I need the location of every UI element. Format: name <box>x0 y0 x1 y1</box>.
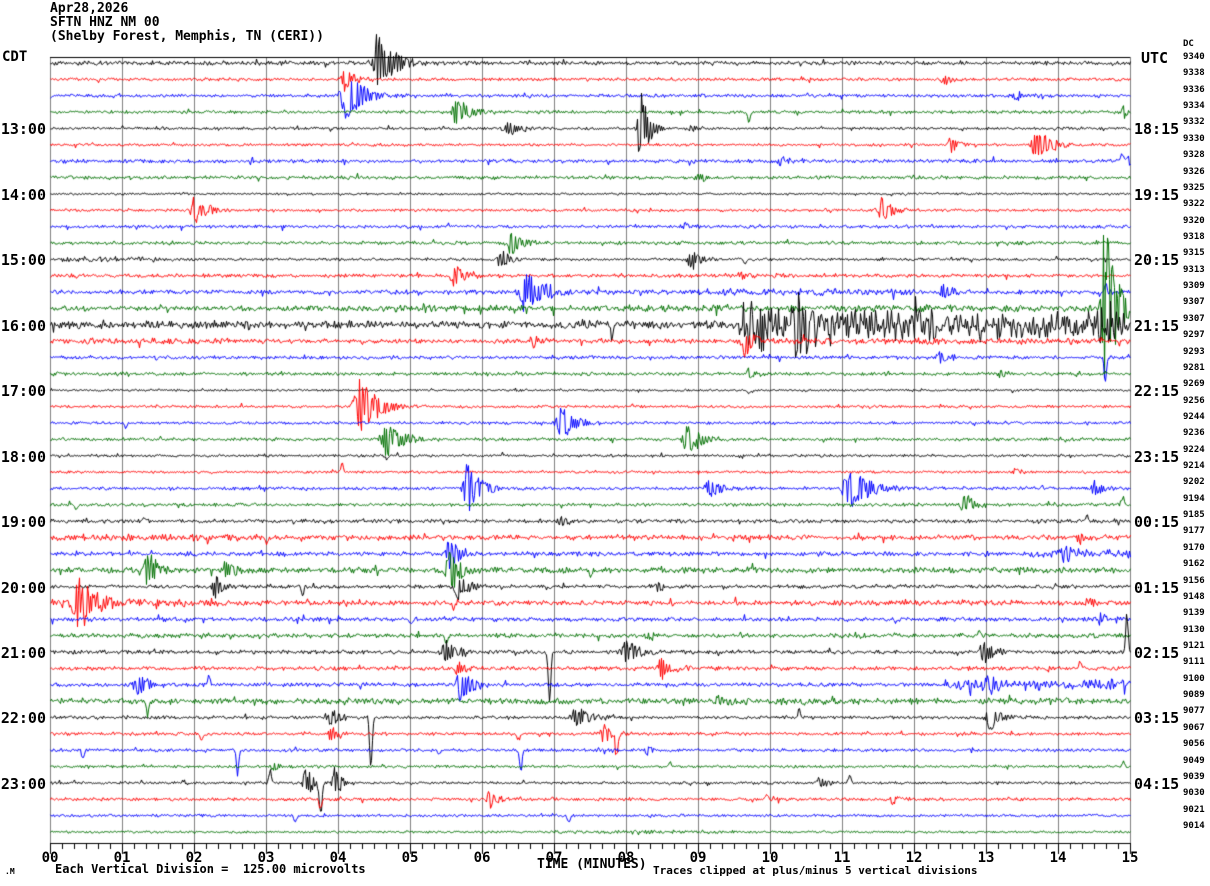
x-axis-tick-label: 02 <box>185 850 203 866</box>
dc-offset-value: 9148 <box>1183 591 1205 602</box>
x-axis-tick-label: 01 <box>113 850 131 866</box>
dc-offset-value: 9269 <box>1183 379 1205 390</box>
cdt-hour-label: 23:00 <box>0 774 46 793</box>
cdt-hour-label: 16:00 <box>0 316 46 335</box>
dc-offset-value: 9056 <box>1183 739 1205 750</box>
left-timezone-label: CDT <box>2 49 28 65</box>
dc-offset-value: 9214 <box>1183 461 1205 472</box>
x-axis-tick-label: 08 <box>617 850 635 866</box>
utc-hour-label: 03:15 <box>1134 709 1180 728</box>
dc-offset-value: 9338 <box>1183 68 1205 79</box>
x-axis-tick-label: 06 <box>473 850 491 866</box>
x-axis-tick-label: 12 <box>905 850 923 866</box>
dc-offset-value: 9281 <box>1183 362 1205 373</box>
dc-offset-value: 9077 <box>1183 706 1205 717</box>
dc-offset-value: 9325 <box>1183 182 1205 193</box>
x-axis-tick-label: 13 <box>977 850 995 866</box>
dc-offset-value: 9297 <box>1183 330 1205 341</box>
dc-offset-value: 9162 <box>1183 559 1205 570</box>
footer-mark: .M <box>5 867 15 876</box>
dc-offset-value: 9307 <box>1183 297 1205 308</box>
utc-hour-label: 19:15 <box>1134 185 1180 204</box>
utc-hour-label: 20:15 <box>1134 251 1180 270</box>
dc-offset-value: 9202 <box>1183 477 1205 488</box>
dc-offset-value: 9224 <box>1183 444 1205 455</box>
utc-hour-label: 01:15 <box>1134 578 1180 597</box>
dc-offset-value: 9293 <box>1183 346 1205 357</box>
x-axis-tick-label: 14 <box>1049 850 1067 866</box>
utc-hour-label: 18:15 <box>1134 120 1180 139</box>
x-axis-tick-label: 04 <box>329 850 347 866</box>
dc-offset-value: 9322 <box>1183 199 1205 210</box>
cdt-hour-label: 15:00 <box>0 251 46 270</box>
dc-offset-value: 9315 <box>1183 248 1205 259</box>
dc-offset-value: 9309 <box>1183 281 1205 292</box>
dc-offset-value: 9039 <box>1183 771 1205 782</box>
utc-hour-label: 22:15 <box>1134 382 1180 401</box>
x-axis-tick-label: 03 <box>257 850 275 866</box>
dc-offset-value: 9326 <box>1183 166 1205 177</box>
dc-offset-value: 9307 <box>1183 313 1205 324</box>
dc-offset-value: 9139 <box>1183 608 1205 619</box>
cdt-hour-label: 17:00 <box>0 382 46 401</box>
x-axis-tick-label: 15 <box>1121 850 1139 866</box>
dc-offset-value: 9318 <box>1183 231 1205 242</box>
header-station-code: SFTN HNZ NM 00 <box>50 15 160 30</box>
dc-offset-value: 9256 <box>1183 395 1205 406</box>
dc-offset-value: 9089 <box>1183 690 1205 701</box>
dc-offset-value: 9336 <box>1183 84 1205 95</box>
dc-offset-value: 9021 <box>1183 804 1205 815</box>
dc-offset-value: 9320 <box>1183 215 1205 226</box>
dc-offset-value: 9100 <box>1183 673 1205 684</box>
x-axis-tick-label: 09 <box>689 850 707 866</box>
cdt-hour-label: 14:00 <box>0 185 46 204</box>
dc-offset-value: 9170 <box>1183 542 1205 553</box>
footer-scale-note: Each Vertical Division = 125.00 microvol… <box>55 862 366 876</box>
utc-hour-label: 23:15 <box>1134 447 1180 466</box>
x-axis-tick-label: 07 <box>545 850 563 866</box>
x-axis-tick-label: 05 <box>401 850 419 866</box>
dc-offset-value: 9330 <box>1183 133 1205 144</box>
x-axis-tick-label: 00 <box>41 850 59 866</box>
utc-hour-label: 04:15 <box>1134 774 1180 793</box>
dc-offset-value: 9130 <box>1183 624 1205 635</box>
dc-column-header: DC <box>1183 39 1194 49</box>
dc-offset-value: 9328 <box>1183 150 1205 161</box>
dc-offset-value: 9177 <box>1183 526 1205 537</box>
x-axis-tick-label: 10 <box>761 850 779 866</box>
header-station-location: (Shelby Forest, Memphis, TN (CERI)) <box>50 29 324 44</box>
x-axis-title: TIME (MINUTES) <box>537 857 647 872</box>
dc-offset-value: 9334 <box>1183 101 1205 112</box>
dc-offset-value: 9121 <box>1183 641 1205 652</box>
dc-offset-value: 9030 <box>1183 788 1205 799</box>
dc-offset-value: 9340 <box>1183 52 1205 62</box>
cdt-hour-label: 21:00 <box>0 644 46 663</box>
dc-offset-value: 9244 <box>1183 411 1205 422</box>
utc-hour-label: 02:15 <box>1134 644 1180 663</box>
dc-offset-value: 9014 <box>1183 821 1205 831</box>
utc-hour-label: 21:15 <box>1134 316 1180 335</box>
dc-offset-value: 9067 <box>1183 722 1205 733</box>
x-axis-tick-label: 11 <box>833 850 851 866</box>
dc-offset-value: 9185 <box>1183 510 1205 521</box>
dc-offset-value: 9049 <box>1183 755 1205 766</box>
dc-offset-value: 9111 <box>1183 657 1205 668</box>
cdt-hour-label: 20:00 <box>0 578 46 597</box>
cdt-hour-label: 22:00 <box>0 709 46 728</box>
dc-offset-value: 9332 <box>1183 117 1205 128</box>
cdt-hour-label: 19:00 <box>0 513 46 532</box>
cdt-hour-label: 13:00 <box>0 120 46 139</box>
cdt-hour-label: 18:00 <box>0 447 46 466</box>
header-date: Apr28,2026 <box>50 1 129 16</box>
dc-offset-value: 9236 <box>1183 428 1205 439</box>
dc-offset-value: 9313 <box>1183 264 1205 275</box>
footer-clip-note: Traces clipped at plus/minus 5 vertical … <box>653 864 978 877</box>
dc-offset-value: 9194 <box>1183 493 1205 504</box>
utc-hour-label: 00:15 <box>1134 513 1180 532</box>
dc-offset-value: 9156 <box>1183 575 1205 586</box>
right-timezone-label: UTC <box>1141 49 1169 67</box>
